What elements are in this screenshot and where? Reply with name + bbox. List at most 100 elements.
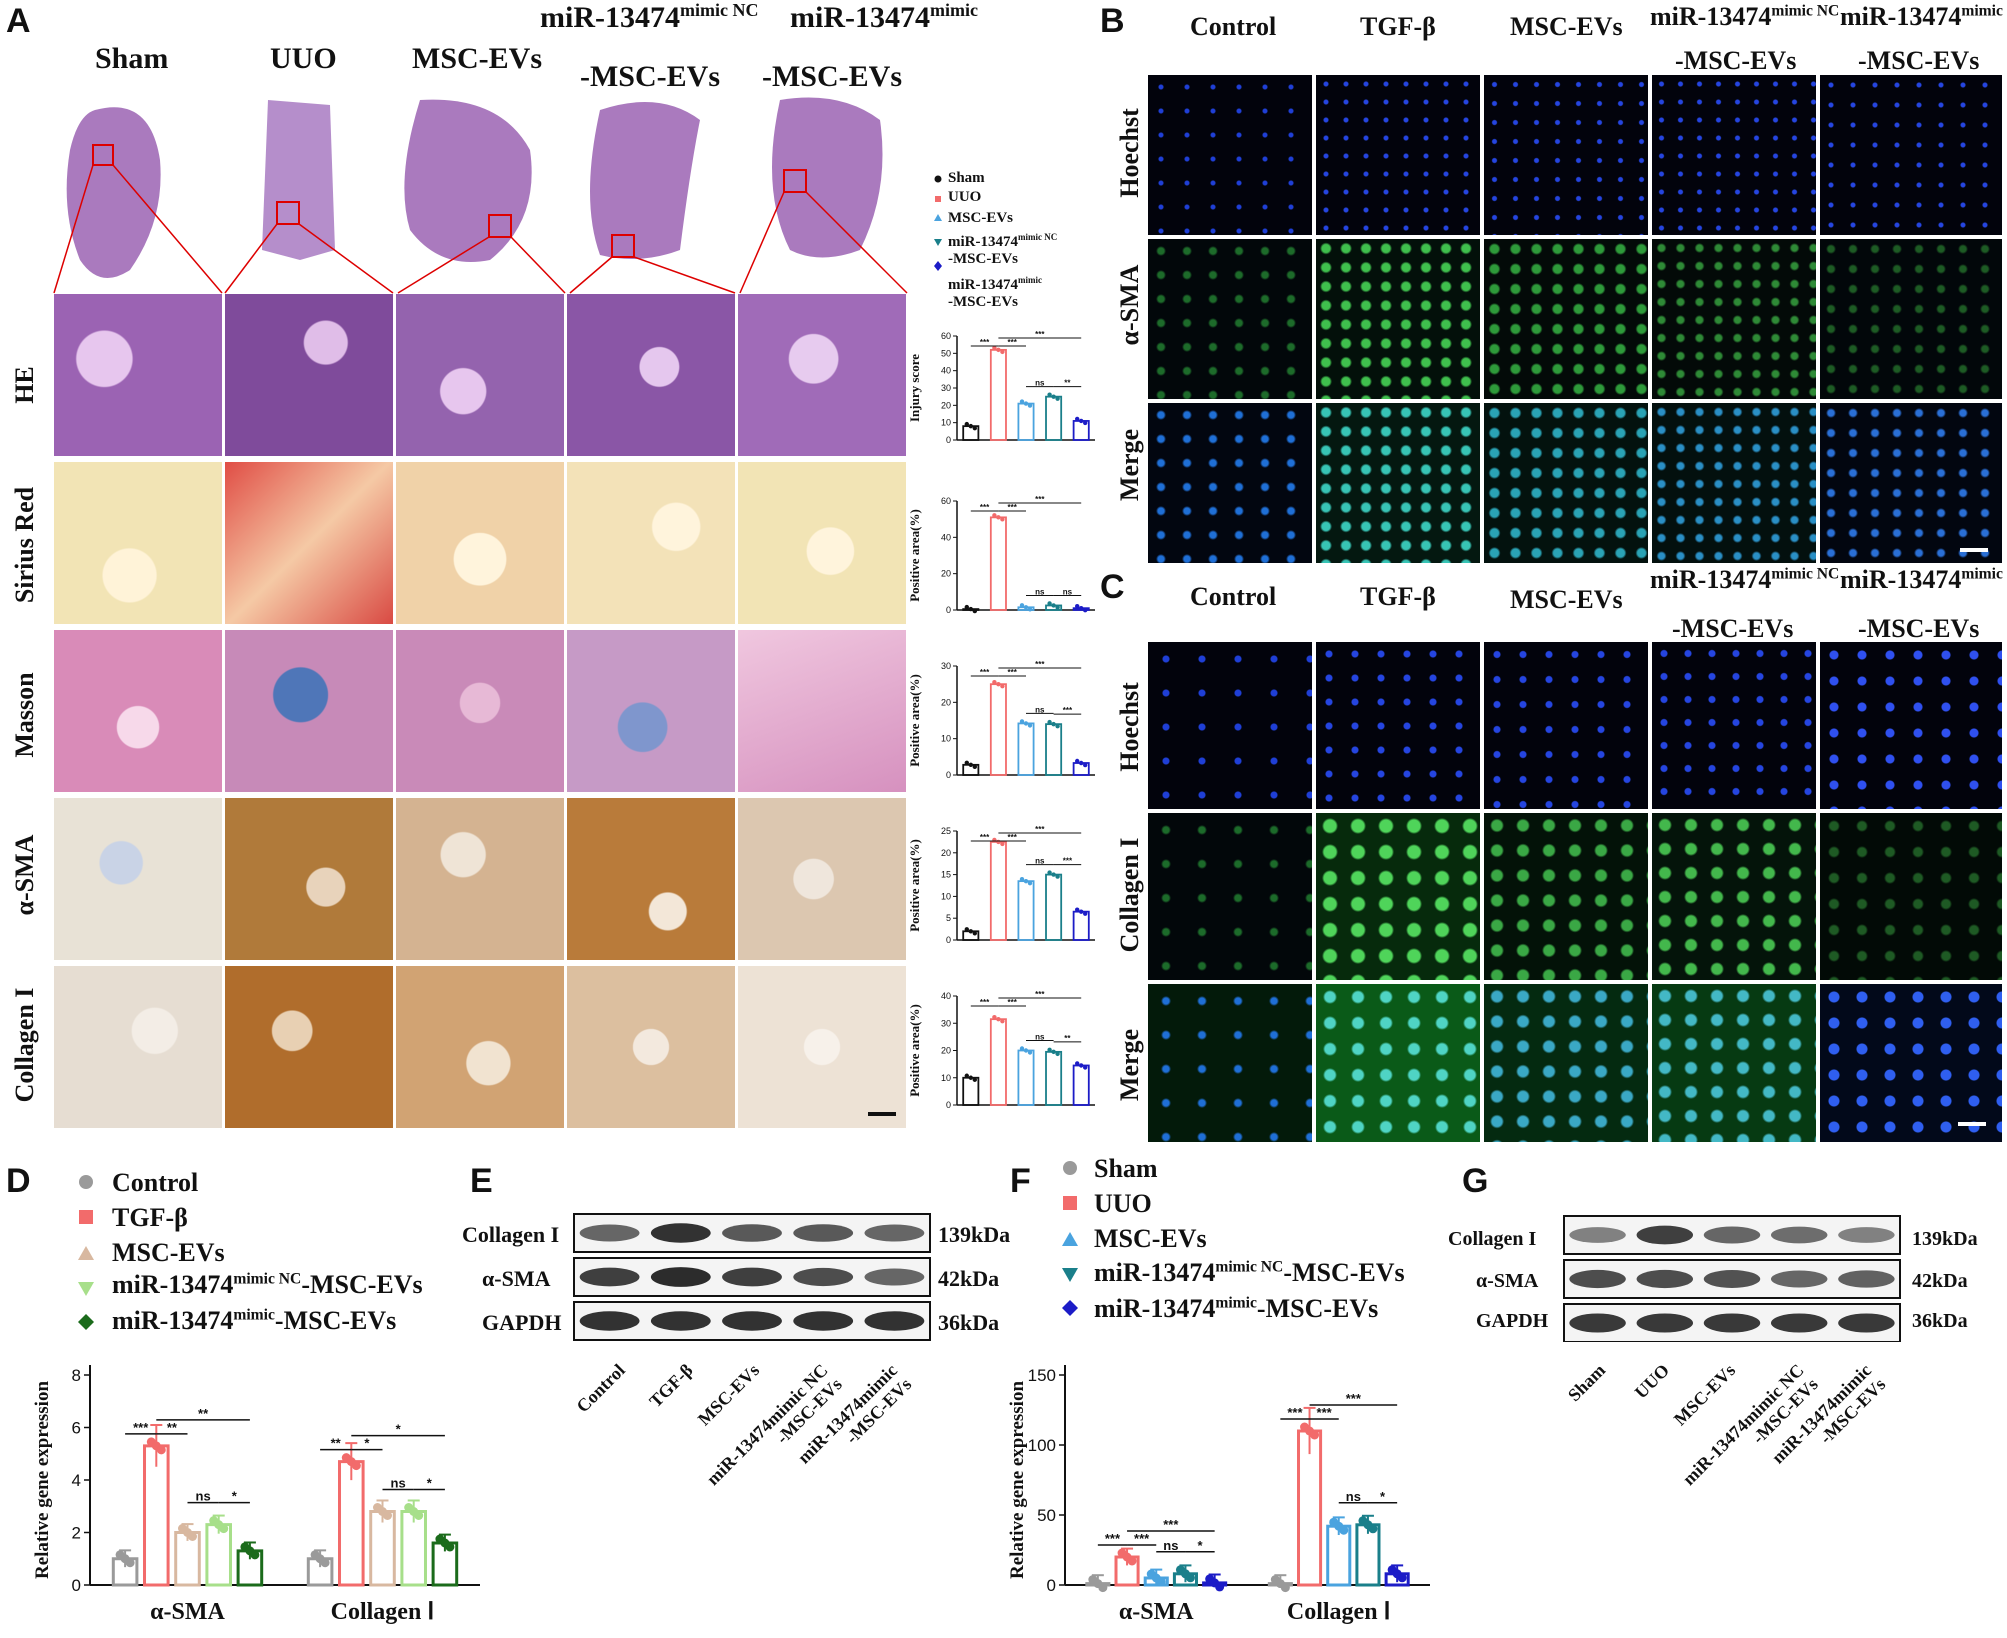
significance-label: *** [1346, 1391, 1362, 1406]
y-tick-label: 30 [941, 383, 951, 393]
b-asma-control [1148, 239, 1312, 399]
column-header-sham: Sham [95, 42, 169, 75]
blot-band [722, 1267, 782, 1287]
y-axis-label: Relative gene expression [32, 1381, 53, 1579]
legend-f-markers [1062, 1161, 1078, 1316]
bar [989, 1018, 1007, 1106]
c-merge-tgf [1316, 984, 1480, 1142]
legend-f-nc: miR-13474mimic NC-MSC-EVs [1094, 1258, 1405, 1287]
he-mimic [738, 294, 906, 456]
masson-mimic [738, 630, 906, 792]
significance-label: *** [980, 833, 990, 842]
y-axis-label: Injury score [907, 354, 922, 422]
b-hoechst-tgf [1316, 75, 1480, 235]
blot-band [1569, 1227, 1626, 1243]
significance-label: ** [167, 1420, 178, 1435]
y-tick-label: 0 [946, 435, 951, 445]
sirius-sham [54, 462, 222, 624]
y-tick-label: 0 [1047, 1576, 1056, 1595]
e-kda-139: 139kDa [938, 1222, 1011, 1247]
data-point [1397, 1573, 1407, 1583]
data-point [1019, 399, 1025, 404]
b-asma-msc [1484, 239, 1648, 399]
panel-label-d: D [6, 1162, 31, 1200]
data-point [964, 927, 969, 932]
c-row-collagen: Collagen I [1115, 837, 1144, 953]
c-hoechst-nc [1652, 642, 1816, 809]
data-point [992, 679, 997, 685]
b-hoechst-nc [1652, 75, 1816, 235]
bar [989, 516, 1007, 611]
legend-d-mimic: miR-13474mimic-MSC-EVs [112, 1306, 397, 1335]
data-point [125, 1558, 135, 1568]
data-point [1055, 396, 1060, 401]
he-nc [567, 294, 735, 456]
data-point [1027, 607, 1033, 612]
c-hoechst-msc [1484, 642, 1648, 809]
group-label: α-SMA [150, 1599, 225, 1625]
bar [400, 1510, 427, 1587]
data-point [1023, 878, 1029, 884]
masson-sham [54, 630, 222, 792]
b-merge-msc [1484, 403, 1648, 563]
b-asma-mimic [1820, 239, 2002, 399]
y-tick-label: 0 [946, 770, 951, 780]
bar [1355, 1523, 1381, 1587]
panel-label-b: B [1100, 2, 1125, 40]
y-tick-label: 30 [941, 1018, 951, 1028]
kidney-msc [404, 99, 532, 262]
data-point [1023, 1048, 1029, 1053]
panel-label-g: G [1462, 1162, 1489, 1200]
c-merge-mimic [1820, 984, 2002, 1142]
bar [989, 840, 1007, 941]
significance-label: *** [1163, 1517, 1179, 1532]
b-hoechst-control [1148, 75, 1312, 235]
y-tick-label: 150 [1028, 1366, 1056, 1385]
data-point [1079, 909, 1084, 914]
significance-label: *** [1134, 1531, 1150, 1546]
data-point [996, 347, 1001, 353]
bar [1017, 402, 1035, 441]
g-kda-42: 42kDa [1912, 1270, 1968, 1292]
blot-band [864, 1311, 925, 1331]
ihc-asma-msc [396, 798, 564, 960]
b-row-asma: α-SMA [1115, 264, 1144, 346]
e-label-collagen: Collagen I [462, 1222, 560, 1247]
panel-label-a: A [6, 2, 31, 40]
chart-injury-score: 0 10 20 30 40 50 60 Injury score *** *** *** ns ** [907, 330, 1095, 445]
c-hoechst-control [1148, 642, 1312, 809]
significance-label: *** [1035, 495, 1045, 504]
data-point [1023, 605, 1029, 610]
y-tick-label: 10 [941, 891, 951, 901]
blot-band [1703, 1270, 1761, 1288]
legend-d-markers [78, 1175, 94, 1330]
data-point [972, 425, 977, 431]
data-point [968, 929, 973, 934]
he-sham [54, 294, 222, 456]
data-point [1019, 1046, 1025, 1051]
group-label: α-SMA [1119, 1599, 1194, 1625]
data-point [1047, 870, 1052, 875]
data-point [1000, 349, 1005, 355]
kidney-overview-strip [53, 97, 908, 294]
masson-nc [567, 630, 735, 792]
blot-band [1636, 1225, 1694, 1245]
scale-bar-b [1960, 548, 1988, 552]
significance-label: *** [1035, 825, 1045, 834]
data-point [1027, 880, 1033, 886]
significance-label: *** [1035, 330, 1045, 339]
significance-label: *** [980, 668, 990, 677]
legend-d-nc: miR-13474mimic NC-MSC-EVs [112, 1270, 423, 1299]
group-label: Collagen Ⅰ [331, 1599, 435, 1625]
data-point [1019, 876, 1025, 882]
legend-a-msc: MSC-EVs [948, 210, 1014, 226]
data-point [1083, 607, 1088, 613]
y-axis-label: Positive area(%) [907, 509, 922, 602]
data-point [1075, 758, 1080, 764]
data-point [1027, 723, 1033, 728]
sirius-uuo [225, 462, 393, 624]
c-col-msc: MSC-EVs [1510, 585, 1623, 614]
data-point [1055, 605, 1060, 610]
data-point [1098, 1583, 1108, 1593]
bar [1045, 395, 1063, 441]
